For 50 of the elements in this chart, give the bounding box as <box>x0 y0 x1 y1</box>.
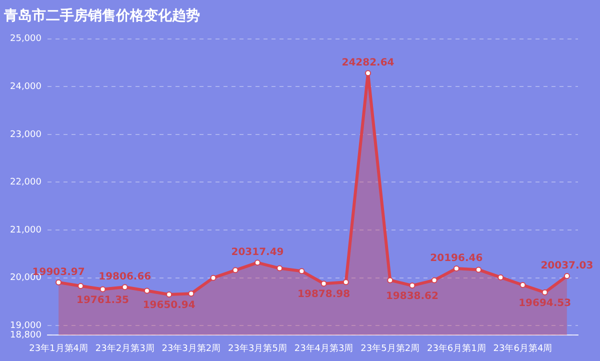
x-tick-label: 23年1月第4周 <box>29 342 88 354</box>
point <box>542 289 548 296</box>
point <box>342 279 349 286</box>
y-tick-label: 22,000 <box>10 178 42 188</box>
data-label: 19806.66 <box>98 272 152 283</box>
data-label: 20037.03 <box>540 260 594 272</box>
chart-title: 青岛市二手房销售价格变化趋势 <box>3 7 200 24</box>
x-tick-label: 23年5月第2周 <box>360 342 420 354</box>
point <box>453 265 460 272</box>
point <box>276 265 283 272</box>
x-tick-label: 23年4月第3周 <box>294 342 354 354</box>
point <box>298 268 305 274</box>
y-tick-label: 23,000 <box>10 130 42 140</box>
point <box>122 284 128 290</box>
y-tick-label: 21,000 <box>10 225 42 236</box>
point <box>320 280 327 287</box>
data-label: 19838.62 <box>386 291 439 302</box>
data-label: 19650.94 <box>142 300 196 312</box>
data-label: 19761.35 <box>76 294 130 306</box>
data-label: 20196.46 <box>430 253 483 264</box>
x-tick-label: 23年3月第5周 <box>228 342 287 354</box>
point <box>56 279 62 286</box>
y-tick-label: 20,000 <box>10 273 42 284</box>
point <box>409 282 416 289</box>
x-tick-label: 23年6月第4周 <box>493 342 552 354</box>
point <box>431 277 438 284</box>
point <box>254 260 260 266</box>
point <box>78 282 84 289</box>
point <box>188 290 194 297</box>
data-label: 19878.98 <box>298 289 350 300</box>
x-tick-label: 23年6月第1周 <box>426 342 486 354</box>
point <box>144 288 150 294</box>
point <box>520 282 526 288</box>
point <box>210 274 216 281</box>
point <box>232 267 238 274</box>
point <box>498 274 504 280</box>
point <box>166 292 172 298</box>
point <box>564 273 570 280</box>
y-tick-label: 24,000 <box>10 82 42 92</box>
point <box>476 266 482 273</box>
x-tick-label: 23年2月第3周 <box>95 342 154 354</box>
y-tick-label: 19,000 <box>10 320 42 331</box>
data-label: 20317.49 <box>231 247 284 258</box>
y-tick-label: 25,000 <box>10 34 42 44</box>
point <box>100 286 106 292</box>
data-label: 24282.64 <box>342 58 394 69</box>
y-tick-label: 18,800 <box>10 330 42 341</box>
x-tick-label: 23年3月第2周 <box>162 342 221 354</box>
data-label: 19694.53 <box>518 298 572 310</box>
point <box>387 277 394 284</box>
